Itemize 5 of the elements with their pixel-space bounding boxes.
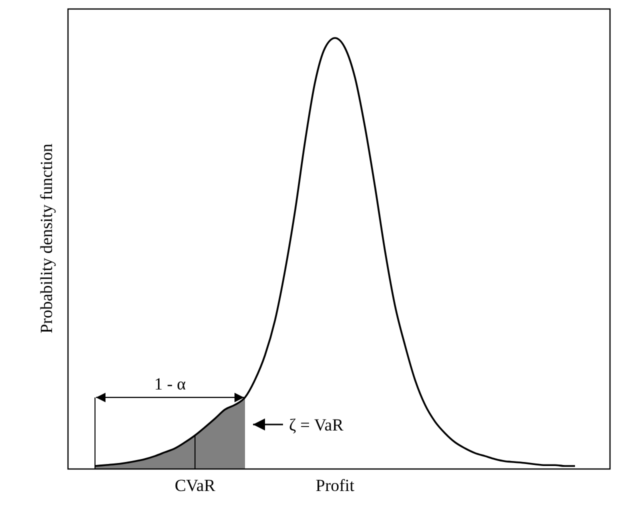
x-tick-label: CVaR: [174, 476, 216, 495]
annotation: 1 - α: [154, 374, 186, 394]
x-tick-label: Profit: [316, 476, 355, 495]
annotation: ζ = VaR: [289, 415, 344, 434]
y-axis-title: Probability density function: [37, 143, 56, 334]
